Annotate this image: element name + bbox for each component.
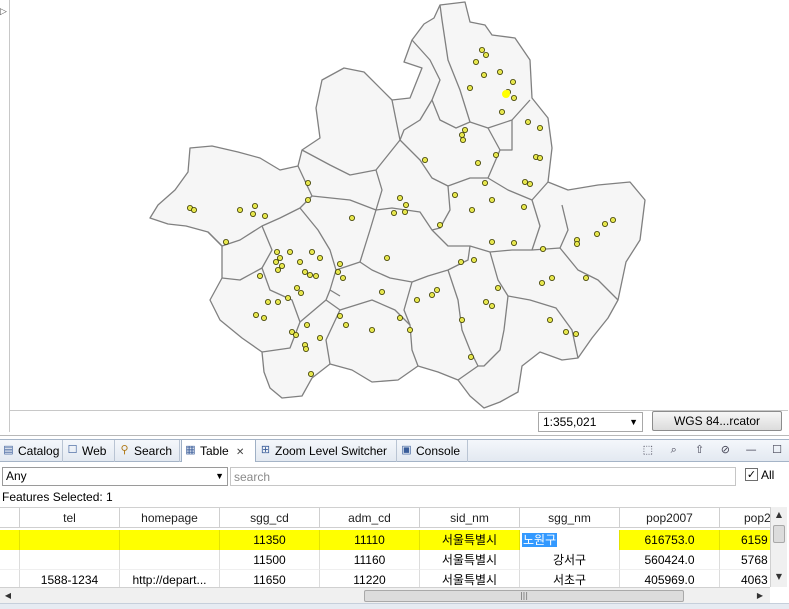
clear-selection-icon[interactable]: ⊘ <box>720 443 730 456</box>
column-header[interactable]: homepage <box>120 508 220 528</box>
cell-adm-cd[interactable]: 11160 <box>320 550 420 570</box>
scroll-right-icon[interactable]: ▶ <box>756 591 764 600</box>
scroll-down-icon[interactable]: ▼ <box>775 572 783 581</box>
select-box-icon[interactable]: ⬚ <box>642 443 654 456</box>
chevron-down-icon: ▼ <box>629 417 638 427</box>
catalog-icon: ▤ <box>3 444 14 456</box>
column-header[interactable]: pop2007 <box>620 508 720 528</box>
cell-adm-cd[interactable]: 11110 <box>320 530 420 550</box>
table-icon: ▦ <box>185 444 196 456</box>
maximize-icon[interactable]: ☐ <box>772 443 782 456</box>
cell-sgg-nm-editor[interactable]: 노원구 <box>520 530 620 550</box>
column-header[interactable]: sgg_nm <box>520 508 620 528</box>
table-row[interactable]: 11500 11160 서울특별시 강서구 560424.0 5768 <box>0 550 770 570</box>
cell-sgg-cd[interactable]: 11500 <box>220 550 320 570</box>
tab-label: Table <box>200 444 229 458</box>
cell-homepage[interactable]: http://depart... <box>120 570 220 587</box>
all-label: All <box>761 468 775 482</box>
view-toolbar: ⬚ ⌕ ⇧ ⊘ — ☐ <box>634 442 785 460</box>
cell-tel[interactable] <box>20 530 120 550</box>
table-vertical-scrollbar[interactable]: ▲ ▼ <box>770 507 787 587</box>
tab-catalog[interactable]: ▤ Catalog <box>0 440 63 462</box>
column-header[interactable]: adm_cd <box>320 508 420 528</box>
cell-homepage[interactable] <box>120 550 220 570</box>
cell-pop2007[interactable]: 560424.0 <box>620 550 720 570</box>
row-header[interactable] <box>0 570 20 587</box>
search-icon: ⚲ <box>120 444 129 456</box>
cell-tel[interactable]: 1588-1234 <box>20 570 120 587</box>
scale-combo[interactable]: 1:355,021 ▼ <box>538 412 643 432</box>
cell-pop2007[interactable]: 616753.0 <box>620 530 720 550</box>
cell-sid-nm[interactable]: 서울특별시 <box>420 570 520 587</box>
web-icon: ☐ <box>67 444 78 456</box>
row-header[interactable] <box>0 550 20 570</box>
table-filter-row: Any ▼ ✓ All <box>0 463 789 489</box>
row-header[interactable] <box>0 530 20 550</box>
tab-label: Console <box>416 444 461 458</box>
table-header: tel homepage sgg_cd adm_cd sid_nm sgg_nm… <box>0 508 770 528</box>
cell-adm-cd[interactable]: 11220 <box>320 570 420 587</box>
close-icon[interactable]: ✕ <box>236 447 245 458</box>
select-value: Any <box>6 469 27 483</box>
horizontal-scroll-thumb[interactable]: ||| <box>364 590 684 602</box>
cell-sid-nm[interactable]: 서울특별시 <box>420 530 520 550</box>
map-outline-seoul <box>149 1 646 409</box>
column-header[interactable]: tel <box>20 508 120 528</box>
collapse-arrow-icon[interactable]: ▷ <box>0 7 7 17</box>
console-icon: ▣ <box>401 444 412 456</box>
seoul-district-map[interactable] <box>0 0 789 410</box>
column-header[interactable]: sid_nm <box>420 508 520 528</box>
table-horizontal-scrollbar[interactable]: ◀ ||| ▶ <box>0 587 770 603</box>
tab-zoom-level-switcher[interactable]: ⊞ Zoom Level Switcher <box>257 440 397 462</box>
chevron-down-icon: ▼ <box>215 471 224 481</box>
cell-sgg-cd[interactable]: 11350 <box>220 530 320 550</box>
crs-button[interactable]: WGS 84...rcator <box>652 411 782 431</box>
map-left-edge: ▷ <box>0 0 10 432</box>
vertical-scroll-thumb[interactable] <box>773 525 785 543</box>
zoom-to-selection-icon[interactable]: ⌕ <box>670 443 677 456</box>
table-row[interactable]: 1588-1234 http://depart... 11650 11220 서… <box>0 570 770 587</box>
cell-sid-nm[interactable]: 서울특별시 <box>420 550 520 570</box>
cell-pop2[interactable]: 4063 <box>720 570 770 587</box>
tab-search[interactable]: ⚲ Search <box>116 440 180 462</box>
cell-sgg-cd[interactable]: 11650 <box>220 570 320 587</box>
scale-value: 1:355,021 <box>543 415 597 429</box>
scroll-up-icon[interactable]: ▲ <box>775 510 783 519</box>
search-input[interactable] <box>230 467 736 486</box>
window-bottom-strip <box>0 603 789 609</box>
table-row-selected[interactable]: 11350 11110 서울특별시 노원구 616753.0 6159 <box>0 530 770 550</box>
promote-selection-icon[interactable]: ⇧ <box>694 443 705 456</box>
tab-label: Zoom Level Switcher <box>275 444 388 458</box>
cell-tel[interactable] <box>20 550 120 570</box>
selected-text[interactable]: 노원구 <box>522 533 558 547</box>
features-selected-label: Features Selected: 1 <box>2 490 113 504</box>
cell-homepage[interactable] <box>120 530 220 550</box>
tab-web[interactable]: ☐ Web <box>64 440 115 462</box>
tab-label: Web <box>82 444 107 458</box>
scroll-left-icon[interactable]: ◀ <box>4 591 12 600</box>
attribute-table[interactable]: tel homepage sgg_cd adm_cd sid_nm sgg_nm… <box>0 507 770 587</box>
minimize-icon[interactable]: — <box>745 443 757 456</box>
column-header[interactable]: sgg_cd <box>220 508 320 528</box>
cell-pop2[interactable]: 5768 <box>720 550 770 570</box>
tab-console[interactable]: ▣ Console <box>398 440 468 462</box>
tab-table[interactable]: ▦ Table ✕ <box>181 440 256 462</box>
map-viewport[interactable]: ▷ <box>0 0 789 436</box>
cell-sgg-nm[interactable]: 강서구 <box>520 550 620 570</box>
column-header[interactable]: pop2 <box>720 508 770 528</box>
tab-label: Catalog <box>18 444 60 458</box>
point-features <box>186 47 617 377</box>
tab-label: Search <box>134 444 173 458</box>
cell-pop2[interactable]: 6159 <box>720 530 770 550</box>
attribute-filter-select[interactable]: Any ▼ <box>2 467 228 486</box>
zoom-level-icon: ⊞ <box>260 444 271 456</box>
cell-sgg-nm[interactable]: 서초구 <box>520 570 620 587</box>
all-checkbox[interactable]: ✓ <box>745 468 758 481</box>
row-header-corner <box>0 508 20 528</box>
cell-pop2007[interactable]: 405969.0 <box>620 570 720 587</box>
view-tabbar: ▤ Catalog ☐ Web ⚲ Search ▦ Table ✕ ⊞ Zoo… <box>0 439 789 462</box>
